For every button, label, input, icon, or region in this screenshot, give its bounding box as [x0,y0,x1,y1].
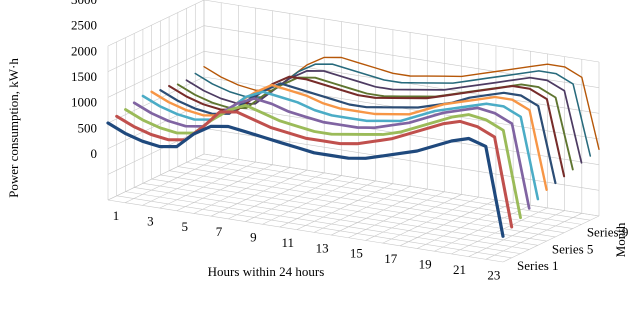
x-tick-label: 21 [453,262,466,277]
y-tick-label: 2500 [71,18,97,33]
x-tick-label: 11 [281,235,294,250]
x-tick-label: 9 [250,230,257,245]
floor-gridline [451,207,548,255]
floor-gridline [382,196,479,244]
side-wall-gridline [107,51,205,98]
x-tick-label: 3 [147,213,154,228]
y-tick-label: 1500 [71,69,97,84]
floor-gridline [159,161,256,209]
floor-gridline [399,199,497,247]
floor-gridline [142,182,538,246]
side-wall-gridline [107,76,205,124]
x-tick-label: 15 [350,246,363,261]
floor-gridline [186,162,582,225]
series-line-3 [124,103,522,220]
x-tick-label: 7 [216,224,223,239]
floor-gridline [434,204,531,252]
floor-gridline [125,156,222,203]
floor-gridline [142,159,239,206]
floor-gridline [151,178,547,242]
y-axis-title: Power consumption, kW·h [6,58,21,198]
floor-gridline [193,167,290,214]
x-tick-label: 23 [487,267,500,282]
floor-gridline [176,164,273,212]
x-tick-label: 19 [419,257,432,272]
floor-gridline [313,186,411,233]
series-line-7 [159,82,557,185]
side-wall-grid [107,0,205,201]
floor-gridline [348,191,445,239]
floor-gridline [169,170,565,234]
side-wall-gridline [107,25,205,72]
floor-gridline [107,153,205,201]
floor-gridline [107,199,504,263]
floor-gridline [279,180,376,228]
floor-gridline [262,177,359,225]
depth-tick-label: Series 9 [587,225,629,240]
side-wall-gridline [107,128,205,175]
depth-tick-label: Series 1 [517,258,559,273]
floor-gridline [485,213,582,260]
floor-gridline [365,194,462,241]
floor-gridline [125,191,521,254]
depth-tick-label: Series 5 [552,241,594,256]
floor-gridline [160,174,556,238]
x-tick-label: 5 [181,219,188,234]
floor-gridline [245,175,342,222]
x-tick-label: 13 [316,240,329,255]
y-tick-label: 2000 [71,43,97,58]
y-tick-label: 1000 [71,95,97,110]
depth-axis-title: Month [613,222,628,257]
x-tick-labels: 1 3 5 7 9 11 13 15 17 19 21 23 [113,208,501,282]
floor-gridline [210,169,308,217]
back-wall-gridline [203,102,600,165]
series-line-12 [203,56,600,151]
series-line-6 [150,83,548,191]
floor-gridline [134,187,530,250]
series-lines [106,56,600,238]
floor-gridline [177,166,573,229]
x-axis-title: Hours within 24 hours [208,264,325,279]
floor-gridline [502,215,600,263]
floor-gridline [228,172,325,220]
y-tick-label: 3000 [71,0,97,7]
floor-gridline [296,183,394,230]
back-wall-gridline [203,0,600,63]
floor-grid [107,153,600,263]
x-tick-label: 1 [113,208,120,223]
floor-gridline [203,153,600,217]
y-tick-label: 500 [78,120,98,135]
x-tick-label: 17 [384,251,398,266]
floor-gridline [468,210,565,257]
side-wall-gridline [107,0,205,47]
floor-gridline [195,157,591,221]
floor-gridline [116,195,512,259]
series-line-4 [132,97,531,210]
y-tick-label: 0 [91,146,98,161]
floor-gridline [331,188,428,236]
series-line-2 [115,110,514,229]
y-tick-labels: 0 500 1000 1500 2000 2500 3000 [71,0,97,161]
series-line-5 [141,90,540,201]
series-line-1 [106,121,505,238]
